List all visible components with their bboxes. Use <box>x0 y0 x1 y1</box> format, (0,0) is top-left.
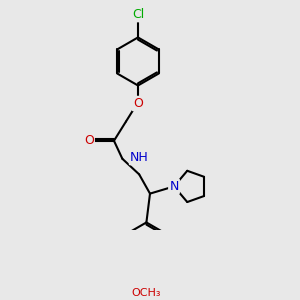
Text: Cl: Cl <box>132 8 144 21</box>
Text: NH: NH <box>130 151 149 164</box>
Text: N: N <box>169 180 179 193</box>
Text: OCH₃: OCH₃ <box>132 288 161 298</box>
Text: O: O <box>84 134 94 147</box>
Text: O: O <box>133 97 143 110</box>
